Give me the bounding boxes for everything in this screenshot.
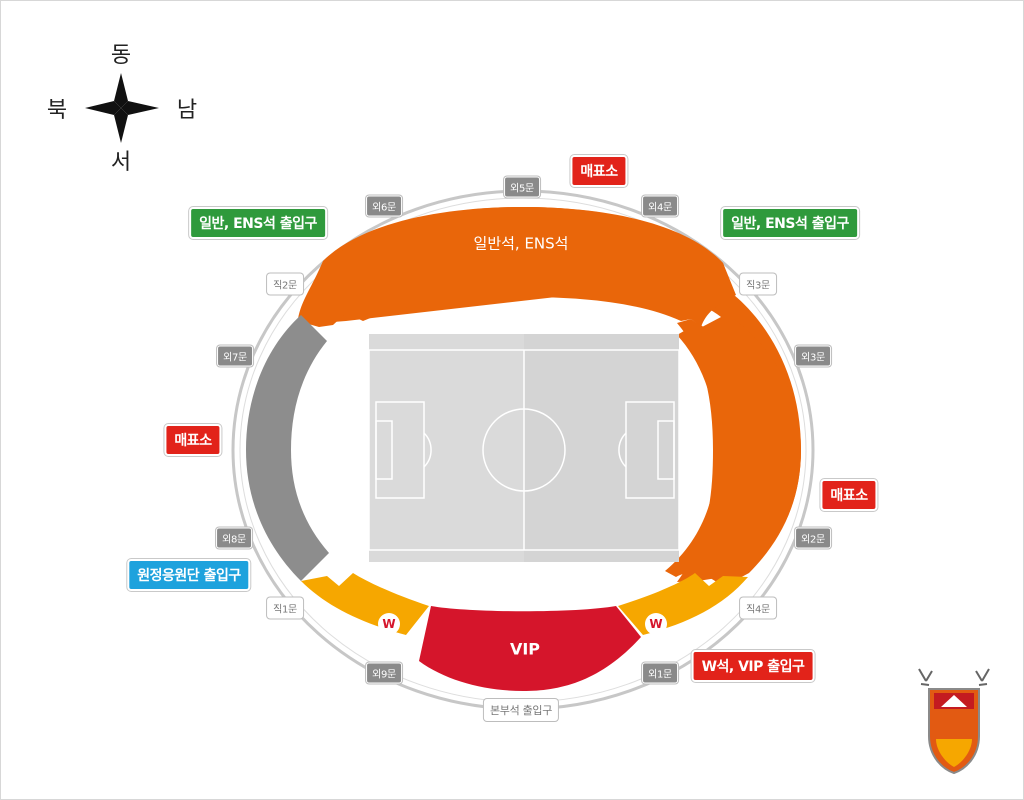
entrance-general-left: 일반, ENS석 출입구 (189, 207, 327, 239)
gate-direct-1: 직1문 (267, 597, 303, 619)
club-logo (918, 668, 990, 775)
pitch-center-circle (482, 408, 566, 492)
pitch-left-small-box (375, 420, 393, 480)
pitch-left-half (369, 334, 524, 562)
east-stand (665, 319, 801, 587)
gate-direct-3: 직3문 (740, 273, 776, 295)
gate-outer-8: 외8문 (216, 527, 252, 549)
vip-stand-label: VIP (509, 639, 541, 659)
entrance-main-stand: 본부석 출입구 (483, 699, 559, 721)
general-stand-label: 일반석, ENS석 (473, 234, 569, 253)
compass-icon (85, 73, 159, 143)
gate-outer-4: 외4문 (642, 195, 678, 217)
ticket-booth-top: 매표소 (570, 155, 628, 187)
gate-outer-6: 외6문 (366, 195, 402, 217)
compass-south-label: 남 (176, 98, 198, 123)
gate-outer-9: 외9문 (366, 662, 402, 684)
gate-outer-1: 외1문 (642, 662, 678, 684)
compass-west-label: 서 (110, 150, 132, 175)
pitch-left-arc (423, 432, 432, 468)
gate-outer-7: 외7문 (217, 345, 253, 367)
pitch-right-small-box (657, 420, 675, 480)
gate-outer-3: 외3문 (795, 345, 831, 367)
gate-direct-2: 직2문 (267, 273, 303, 295)
w-badge-left-circle (378, 613, 400, 635)
ticket-booth-left: 매표소 (164, 424, 222, 456)
w-badge-left: W (382, 617, 396, 631)
w-badge-right: W (649, 617, 663, 631)
pitch-right-arc (618, 432, 627, 468)
entrance-w-vip: W석, VIP 출입구 (691, 650, 815, 682)
w-stand-right (618, 573, 748, 635)
away-stand (246, 315, 329, 581)
ticket-booth-right: 매표소 (820, 479, 878, 511)
entrance-away: 원정응원단 출입구 (127, 559, 251, 591)
vip-stand (419, 606, 641, 691)
w-badge-right-circle (645, 613, 667, 635)
gate-direct-4: 직4문 (740, 597, 776, 619)
gate-outer-2: 외2문 (795, 527, 831, 549)
north-stand (298, 207, 736, 327)
compass-east-label: 동 (110, 43, 132, 68)
entrance-general-right: 일반, ENS석 출입구 (721, 207, 859, 239)
gate-outer-5: 외5문 (504, 176, 540, 198)
compass-north-label: 북 (46, 98, 68, 123)
